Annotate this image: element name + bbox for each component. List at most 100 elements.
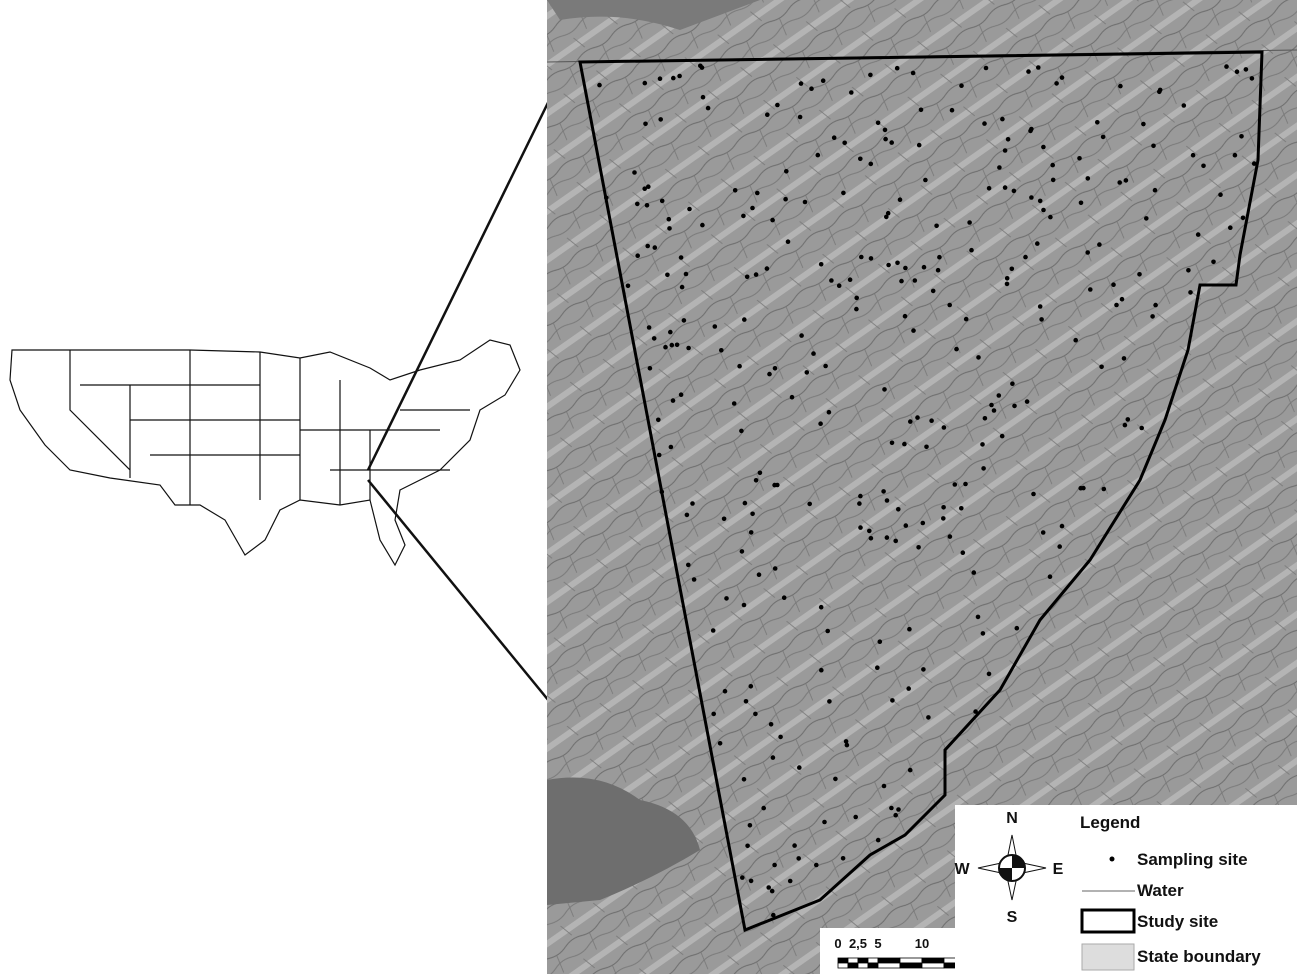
sampling-site	[1144, 216, 1149, 221]
sampling-site	[643, 122, 648, 127]
sampling-site	[1120, 297, 1125, 302]
sampling-site	[665, 273, 670, 278]
sampling-site	[754, 478, 759, 483]
sampling-site	[904, 523, 909, 528]
sampling-site	[822, 820, 827, 825]
sampling-site	[908, 419, 913, 424]
sampling-site	[1025, 399, 1030, 404]
sampling-site	[989, 403, 994, 408]
sampling-site	[919, 108, 924, 113]
sampling-site	[825, 629, 830, 634]
sampling-site	[761, 806, 766, 811]
sampling-site	[754, 272, 759, 277]
sampling-site	[724, 596, 729, 601]
sampling-site	[1188, 290, 1193, 295]
sampling-site	[700, 223, 705, 228]
sampling-site	[803, 200, 808, 205]
sampling-site	[942, 425, 947, 430]
sampling-site	[987, 672, 992, 677]
sampling-site	[858, 494, 863, 499]
sampling-site	[742, 777, 747, 782]
sampling-site	[875, 665, 880, 670]
sampling-site	[805, 370, 810, 375]
sampling-site	[772, 863, 777, 868]
sampling-site	[749, 530, 754, 535]
sampling-site	[882, 387, 887, 392]
sampling-site	[859, 255, 864, 260]
sampling-site	[1054, 81, 1059, 86]
sampling-site	[981, 631, 986, 636]
sampling-site	[667, 226, 672, 231]
sampling-site	[853, 815, 858, 820]
sampling-site	[911, 328, 916, 333]
sampling-site	[898, 197, 903, 202]
sampling-site	[948, 534, 953, 539]
sampling-site	[1201, 164, 1206, 169]
sampling-site	[667, 217, 672, 222]
scale-segment	[868, 963, 878, 968]
sampling-site	[811, 351, 816, 356]
sampling-site	[883, 128, 888, 133]
sampling-site	[685, 513, 690, 518]
sampling-site	[1157, 90, 1162, 95]
sampling-site	[749, 879, 754, 884]
sampling-site	[778, 735, 783, 740]
sampling-site	[745, 275, 750, 280]
sampling-site	[816, 153, 821, 158]
sampling-site	[961, 550, 966, 555]
sampling-site	[677, 74, 682, 79]
sampling-site	[784, 169, 789, 174]
sampling-site	[884, 215, 889, 220]
sampling-site	[1153, 303, 1158, 308]
sampling-site	[1088, 287, 1093, 292]
sampling-site	[841, 856, 846, 861]
sampling-site	[1041, 530, 1046, 535]
sampling-site	[876, 838, 881, 843]
sampling-site	[711, 712, 716, 717]
sampling-site	[1081, 486, 1086, 491]
scale-segment	[900, 958, 922, 963]
sampling-site	[936, 268, 941, 273]
scale-segment	[900, 963, 922, 968]
sampling-site	[632, 170, 637, 175]
sampling-site	[643, 81, 648, 86]
sampling-site	[1029, 195, 1034, 200]
sampling-site	[903, 314, 908, 319]
sampling-site	[924, 445, 929, 450]
sampling-site	[967, 220, 972, 225]
sampling-site	[1003, 148, 1008, 153]
sampling-site	[1085, 250, 1090, 255]
sampling-site	[686, 563, 691, 568]
sampling-site	[737, 364, 742, 369]
sampling-site	[1186, 268, 1191, 273]
sampling-site	[1139, 426, 1144, 431]
us-map	[10, 340, 520, 565]
sampling-site	[1239, 134, 1244, 139]
sampling-site	[597, 83, 602, 88]
sampling-site	[869, 256, 874, 261]
sampling-site	[981, 466, 986, 471]
sampling-site	[1101, 135, 1106, 140]
sampling-site	[868, 73, 873, 78]
sampling-site	[1048, 215, 1053, 220]
sampling-site	[895, 66, 900, 71]
sampling-site	[1051, 178, 1056, 183]
sampling-site	[652, 336, 657, 341]
sampling-site	[798, 115, 803, 120]
sampling-site	[1015, 626, 1020, 631]
sampling-site	[647, 325, 652, 330]
sampling-site	[854, 296, 859, 301]
compass-n: N	[1006, 810, 1018, 827]
sampling-site	[921, 667, 926, 672]
sampling-site	[1077, 156, 1082, 161]
sampling-site	[883, 137, 888, 142]
sampling-site	[1073, 338, 1078, 343]
sampling-site	[1126, 417, 1131, 422]
sampling-site	[663, 345, 668, 350]
sampling-site	[635, 202, 640, 207]
sampling-site	[941, 516, 946, 521]
sampling-site	[750, 206, 755, 211]
sampling-site	[1005, 282, 1010, 287]
sampling-site	[1099, 365, 1104, 370]
sampling-site	[1118, 84, 1123, 89]
